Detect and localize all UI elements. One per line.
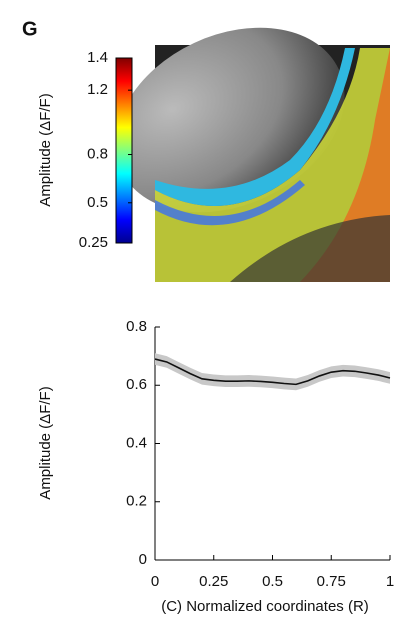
x-tick-label: 0 xyxy=(151,573,159,590)
y-tick-label: 0.2 xyxy=(126,493,147,510)
panel-label: G xyxy=(22,18,38,40)
x-tick-label: 0.75 xyxy=(317,573,346,590)
colorbar-tick-label: 1.4 xyxy=(87,49,108,66)
colorbar-tick-label: 1.2 xyxy=(87,81,108,98)
colorbar xyxy=(115,57,133,244)
colorbar-tick-label: 0.25 xyxy=(79,234,108,251)
colorbar-tick-label: 0.8 xyxy=(87,145,108,162)
micrograph xyxy=(115,27,390,282)
x-axis-label: (C) Normalized coordinates (R) xyxy=(161,598,369,615)
colorbar-label: Amplitude (ΔF/F) xyxy=(37,93,54,206)
y-tick-label: 0 xyxy=(139,551,147,568)
x-tick-label: 0.5 xyxy=(262,573,283,590)
line xyxy=(154,358,391,386)
x-tick-label: 0.25 xyxy=(199,573,228,590)
colorbar-tick-label: 0.5 xyxy=(87,194,108,211)
y-tick-label: 0.6 xyxy=(126,376,147,393)
y-tick-label: 0.8 xyxy=(126,318,147,335)
x-tick-label: 1 xyxy=(386,573,394,590)
y-tick-label: 0.4 xyxy=(126,434,147,451)
y-axis-label: Amplitude (ΔF/F) xyxy=(37,386,54,499)
